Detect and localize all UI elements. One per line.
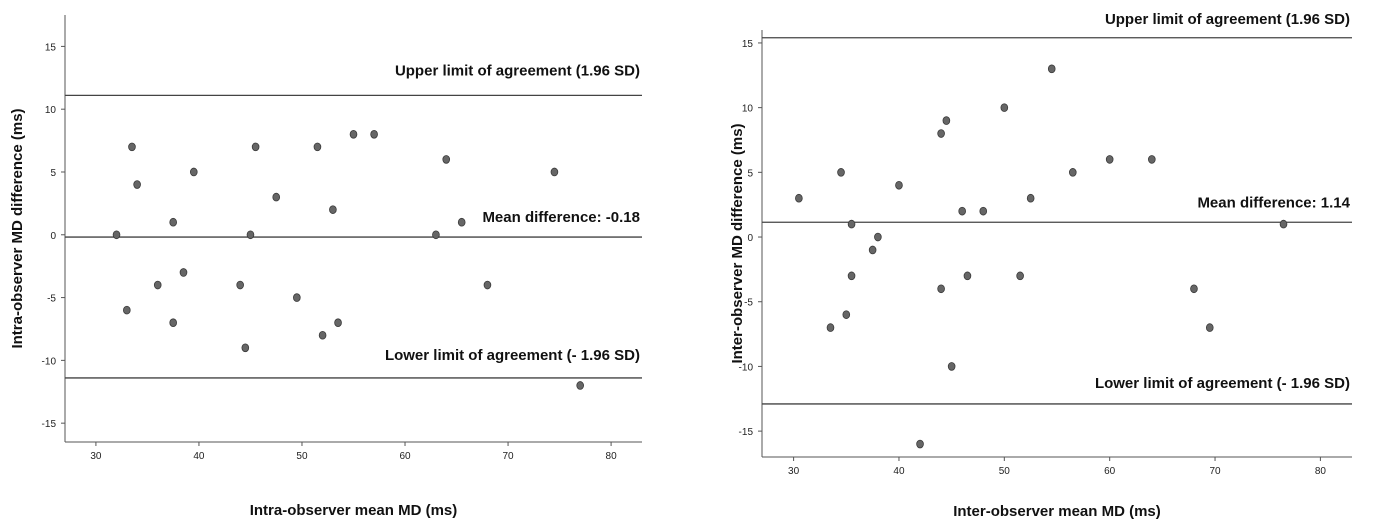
reference-line-label: Lower limit of agreement (- 1.96 SD) [385,347,640,364]
data-point [349,130,358,139]
data-point [1016,271,1024,281]
data-point [483,280,492,290]
data-point [334,318,342,327]
data-point [1026,193,1035,203]
data-point [329,205,337,214]
data-point [246,230,255,240]
data-point [293,293,301,302]
data-point [895,180,903,190]
y-tick-label: -10 [739,362,754,373]
y-axis-title: Intra-observer MD difference (ms) [9,108,26,348]
reference-line-label: Upper limit of agreement (1.96 SD) [1105,11,1350,28]
data-point [1205,323,1214,332]
data-point [795,193,803,203]
reference-line-label: Mean difference: -0.18 [482,209,640,226]
data-point [432,230,440,240]
x-tick-label: 70 [502,451,514,462]
data-point [128,142,136,152]
data-point [313,142,322,152]
data-point [937,284,945,294]
y-axis-title: Inter-observer MD difference (ms) [729,123,746,363]
y-tick-label: 10 [45,105,57,116]
data-point [370,130,378,139]
data-point [837,168,845,177]
data-point [1047,64,1056,74]
reference-line-label: Mean difference: 1.14 [1197,194,1350,211]
data-point [1105,155,1114,164]
data-point [1279,219,1288,229]
data-point [318,330,327,340]
y-tick-label: 10 [742,104,754,115]
data-point [1190,284,1198,294]
data-point [942,116,951,125]
x-tick-label: 80 [606,451,618,462]
x-tick-label: 60 [399,451,411,462]
data-point [576,381,584,390]
x-tick-label: 30 [788,466,800,477]
data-point [123,305,131,315]
data-point [189,167,198,177]
data-point [251,142,260,152]
y-tick-label: 5 [747,168,753,179]
reference-line-label: Upper limit of agreement (1.96 SD) [395,62,640,79]
x-tick-label: 40 [893,466,905,477]
y-tick-label: 0 [50,231,56,242]
data-point [550,167,559,177]
x-axis-title: Inter-observer mean MD (ms) [953,503,1161,520]
x-tick-label: 50 [296,451,308,462]
data-point [937,129,945,138]
data-point [1148,155,1156,164]
y-tick-label: 5 [50,168,56,179]
data-point [112,230,121,240]
data-point [442,155,451,164]
y-tick-label: 15 [742,39,754,50]
data-point [179,268,188,277]
data-point [947,362,956,371]
x-tick-label: 70 [1209,466,1221,477]
data-point [1000,103,1009,112]
data-point [874,232,882,242]
x-tick-label: 80 [1315,466,1327,477]
y-tick-label: -15 [739,427,754,438]
y-tick-label: -10 [42,356,57,367]
x-tick-label: 60 [1104,466,1116,477]
data-point [457,217,466,227]
data-point [958,206,966,216]
y-tick-label: -15 [42,419,57,430]
x-tick-label: 40 [193,451,205,462]
data-point [868,245,877,255]
reference-line-label: Lower limit of agreement (- 1.96 SD) [1095,375,1350,392]
data-point [963,271,972,281]
x-tick-label: 30 [90,451,102,462]
data-point [842,310,851,319]
data-point [272,192,281,202]
data-point [847,219,856,229]
data-point [169,217,177,227]
x-axis-title: Intra-observer mean MD (ms) [250,502,458,519]
data-point [241,343,250,353]
data-point [153,280,162,290]
x-tick-label: 50 [999,466,1011,477]
data-point [979,206,988,216]
data-point [847,271,856,281]
data-point [916,439,924,449]
data-point [826,323,835,332]
y-tick-label: -5 [744,298,753,309]
y-tick-label: -5 [47,294,56,305]
y-tick-label: 0 [747,233,753,244]
data-point [133,180,141,189]
data-point [169,318,177,327]
y-tick-label: 15 [45,42,57,53]
data-point [236,280,244,290]
data-point [1069,168,1077,177]
